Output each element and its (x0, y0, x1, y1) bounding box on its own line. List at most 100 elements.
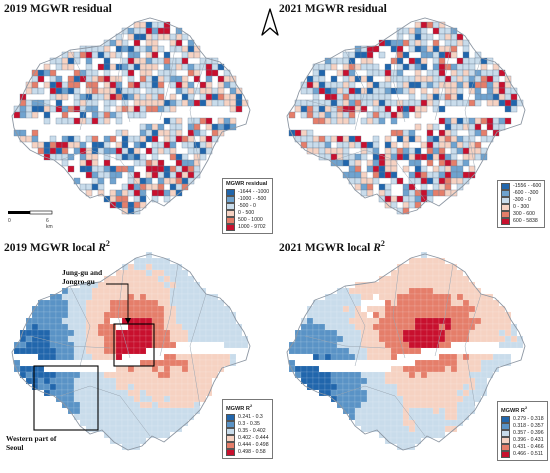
grid-cell (468, 293, 476, 301)
grid-cell (360, 413, 368, 421)
grid-cell (115, 147, 123, 155)
grid-cell (85, 171, 93, 179)
legend-swatch (501, 218, 510, 225)
grid-cell (133, 105, 141, 113)
grid-cell (55, 63, 63, 71)
grid-cell (139, 93, 147, 101)
grid-cell (181, 177, 189, 185)
grid-cell (378, 371, 386, 379)
grid-cell (324, 87, 332, 95)
grid-cell (163, 275, 171, 283)
grid-cell (169, 377, 177, 385)
district-line (117, 29, 131, 123)
grid-cell (115, 111, 123, 119)
legend-label: 0.498 - 0.58 (238, 448, 266, 455)
grid-cell (324, 371, 332, 379)
grid-cell (390, 371, 398, 379)
grid-cell (127, 87, 135, 95)
grid-cell (408, 183, 416, 191)
grid-cell (324, 317, 332, 325)
grid-cell (420, 419, 428, 427)
grid-cell (103, 105, 111, 113)
grid-cell (199, 365, 207, 373)
grid-cell (103, 147, 111, 155)
grid-cell (402, 27, 410, 35)
grid-cell (223, 93, 231, 101)
grid-cell (492, 99, 500, 107)
grid-cell (288, 347, 296, 355)
grid-cell (390, 413, 398, 421)
annotation-arrow (106, 283, 129, 322)
grid-cell (31, 323, 39, 331)
grid-cell (163, 395, 171, 403)
grid-cell (306, 377, 314, 385)
grid-cell (450, 395, 458, 403)
grid-cell (97, 353, 105, 361)
grid-cell (175, 293, 183, 301)
grid-cell (175, 395, 183, 403)
grid-cell (121, 147, 129, 155)
grid-cell (300, 99, 308, 107)
grid-cell (193, 353, 201, 361)
grid-cell (175, 165, 183, 173)
grid-cell (181, 87, 189, 95)
grid-cell (348, 135, 356, 143)
grid-cell (342, 401, 350, 409)
grid-cell (348, 305, 356, 313)
grid-cell (462, 63, 470, 71)
grid-cell (336, 117, 344, 125)
grid-cell (205, 317, 213, 325)
grid-cell (462, 383, 470, 391)
grid-cell (169, 123, 177, 131)
district-line (189, 57, 207, 171)
grid-cell (217, 323, 225, 331)
grid-cell (121, 407, 129, 415)
grid-cell (151, 165, 159, 173)
grid-cell (19, 111, 27, 119)
grid-cell (438, 275, 446, 283)
grid-cell (193, 63, 201, 71)
grid-cell (139, 257, 147, 265)
grid-cell (402, 263, 410, 271)
grid-cell (205, 335, 213, 343)
grid-cell (318, 317, 326, 325)
grid-cell (157, 257, 165, 265)
grid-cell (402, 419, 410, 427)
grid-cell (444, 287, 452, 295)
grid-cell (85, 75, 93, 83)
grid-cell (145, 383, 153, 391)
grid-cell (145, 317, 153, 325)
grid-cell (37, 105, 45, 113)
grid-cell (450, 359, 458, 367)
grid-cell (211, 353, 219, 361)
grid-cell (462, 159, 470, 167)
grid-cell (498, 99, 506, 107)
grid-cell (103, 341, 111, 349)
grid-cell (450, 335, 458, 343)
grid-cell (103, 141, 111, 149)
grid-cell (73, 147, 81, 155)
grid-cell (127, 147, 135, 155)
grid-cell (169, 153, 177, 161)
grid-cell (49, 75, 57, 83)
grid-cell (408, 311, 416, 319)
grid-cell (366, 413, 374, 421)
grid-cell (366, 347, 374, 355)
grid-cell (157, 81, 165, 89)
grid-cell (504, 117, 512, 125)
grid-cell (372, 317, 380, 325)
grid-cell (91, 87, 99, 95)
grid-cell (450, 377, 458, 385)
grid-cell (306, 87, 314, 95)
grid-cell (127, 335, 135, 343)
grid-cell (169, 63, 177, 71)
legend-label: 0.35 - 0.402 (238, 427, 266, 434)
grid-cell (151, 365, 159, 373)
grid-cell (444, 33, 452, 41)
grid-cell (402, 317, 410, 325)
grid-cell (426, 93, 434, 101)
grid-cell (426, 51, 434, 59)
grid-cell (157, 263, 165, 271)
grid-cell (217, 81, 225, 89)
grid-cell (300, 365, 308, 373)
